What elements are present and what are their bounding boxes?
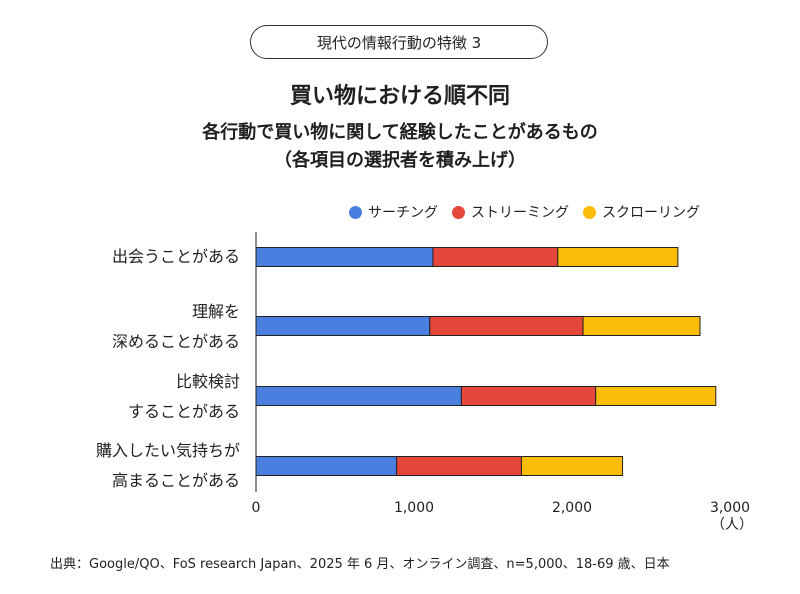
legend-item-scrolling: スクローリング bbox=[583, 202, 700, 222]
bar-segment-1-3 bbox=[557, 247, 679, 267]
chart-subtitle: 各行動で買い物に関して経験したことがあるもの bbox=[202, 122, 598, 143]
bar-segment-2-3 bbox=[582, 316, 701, 336]
section-pill: 現代の情報行動の特徴 3 bbox=[250, 25, 548, 59]
category-label-3-line-2: することがある bbox=[127, 402, 240, 421]
category-label-3: 比較検討 することがある bbox=[128, 367, 240, 427]
bar-segment-1-2 bbox=[432, 247, 559, 267]
legend-dot-streaming bbox=[452, 205, 465, 219]
chart-title: 買い物における順不同 bbox=[289, 84, 510, 109]
bar-segment-3-1 bbox=[255, 386, 462, 406]
chart-subtitle-note: （各項目の選択者を積み上げ） bbox=[274, 150, 526, 171]
x-ticks-group: 0 1,000 2,000 3,000 bbox=[252, 500, 751, 516]
x-tick-label-3: 2,000 bbox=[552, 500, 592, 516]
bar-segment-4-1 bbox=[255, 456, 398, 476]
x-tick-label-1: 0 bbox=[252, 500, 261, 516]
bar-segment-3-2 bbox=[460, 386, 597, 406]
category-label-4-line-1: 購入したい気持ちが bbox=[95, 441, 240, 460]
category-label-3-line-1: 比較検討 bbox=[175, 372, 240, 391]
category-label-2: 理解を 深めることがある bbox=[112, 297, 240, 357]
category-label-1-line-1: 出会うことがある bbox=[111, 247, 240, 266]
legend-dot-searching bbox=[349, 205, 362, 219]
x-axis-unit: （人） bbox=[711, 517, 753, 533]
bar-segment-4-2 bbox=[396, 456, 522, 476]
category-label-2-line-1: 理解を bbox=[191, 302, 240, 321]
legend-item-streaming: ストリーミング bbox=[452, 202, 569, 222]
chart-legend: サーチング ストリーミング スクローリング bbox=[349, 202, 714, 222]
source-note: 出典：Google/QO、FoS research Japan、2025 年 6… bbox=[50, 557, 670, 572]
bar-segment-4-3 bbox=[520, 456, 624, 476]
bar-segment-3-3 bbox=[595, 386, 717, 406]
bar-segment-2-1 bbox=[255, 316, 431, 336]
legend-label-searching: サーチング bbox=[368, 205, 438, 221]
category-label-1: 出会うことがある bbox=[112, 242, 240, 272]
x-tick-label-2: 1,000 bbox=[394, 500, 434, 516]
legend-dot-scrolling bbox=[583, 205, 596, 219]
legend-label-scrolling: スクローリング bbox=[602, 205, 700, 221]
bars-group bbox=[255, 247, 717, 476]
bar-segment-1-1 bbox=[255, 247, 434, 267]
category-label-4: 購入したい気持ちが 高まることがある bbox=[96, 436, 240, 496]
section-pill-label: 現代の情報行動の特徴 3 bbox=[316, 33, 482, 52]
legend-item-searching: サーチング bbox=[349, 202, 438, 222]
x-tick-label-4: 3,000 bbox=[710, 500, 750, 516]
legend-label-streaming: ストリーミング bbox=[471, 205, 569, 221]
category-label-4-line-2: 高まることがある bbox=[111, 471, 240, 490]
category-label-2-line-2: 深めることがある bbox=[111, 332, 240, 351]
bar-segment-2-2 bbox=[429, 316, 584, 336]
